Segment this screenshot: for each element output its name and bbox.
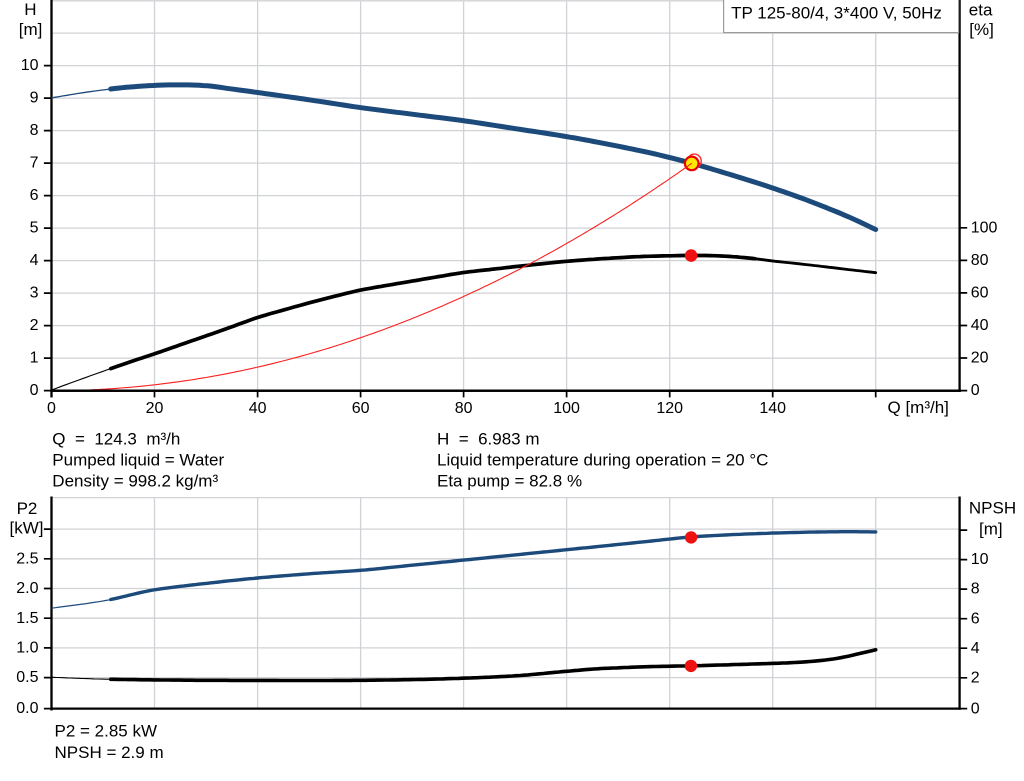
svg-text:80: 80 [971,252,989,269]
svg-text:0.5: 0.5 [16,669,38,686]
svg-text:NPSH = 2.9 m: NPSH = 2.9 m [55,743,164,762]
svg-text:Q [m³/h]: Q [m³/h] [888,398,949,417]
svg-text:10: 10 [971,551,989,568]
svg-text:5: 5 [30,220,39,237]
svg-text:P2 = 2.85 kW: P2 = 2.85 kW [55,722,158,741]
svg-text:0: 0 [971,382,980,399]
svg-text:100: 100 [553,400,580,417]
svg-text:8: 8 [30,122,39,139]
svg-text:Pumped liquid = Water: Pumped liquid = Water [52,451,224,470]
svg-text:1.5: 1.5 [16,610,38,627]
svg-text:140: 140 [759,400,786,417]
svg-text:Liquid temperature during oper: Liquid temperature during operation = 20… [437,451,768,470]
svg-text:1: 1 [30,350,39,367]
svg-text:4: 4 [971,640,980,657]
svg-text:H: H [24,0,36,19]
svg-text:[kW]: [kW] [10,519,44,538]
svg-text:0: 0 [971,700,980,717]
svg-text:0: 0 [47,400,56,417]
svg-text:P2: P2 [17,499,38,518]
svg-text:Eta pump = 82.8 %: Eta pump = 82.8 % [437,472,582,491]
svg-text:120: 120 [656,400,683,417]
svg-text:TP 125-80/4, 3*400 V, 50Hz: TP 125-80/4, 3*400 V, 50Hz [731,3,942,22]
svg-text:1.0: 1.0 [16,640,38,657]
svg-text:7: 7 [30,155,39,172]
svg-text:10: 10 [21,57,39,74]
svg-text:40: 40 [249,400,267,417]
svg-text:NPSH: NPSH [969,499,1016,518]
svg-text:2: 2 [30,317,39,334]
svg-text:eta: eta [969,1,993,20]
svg-text:3: 3 [30,285,39,302]
svg-text:20: 20 [971,350,989,367]
svg-text:0.0: 0.0 [16,700,38,717]
svg-text:[m]: [m] [19,20,43,39]
svg-text:60: 60 [971,285,989,302]
svg-text:80: 80 [455,400,473,417]
svg-text:6: 6 [971,610,980,627]
svg-text:9: 9 [30,90,39,107]
svg-text:4: 4 [30,252,39,269]
svg-text:40: 40 [971,317,989,334]
svg-text:60: 60 [352,400,370,417]
svg-text:2.5: 2.5 [16,550,38,567]
svg-text:100: 100 [971,219,998,236]
svg-text:H = 6.983 m: H = 6.983 m [437,430,540,449]
svg-text:6: 6 [30,187,39,204]
svg-text:20: 20 [146,400,164,417]
svg-text:8: 8 [971,581,980,598]
svg-text:2: 2 [971,669,980,686]
svg-text:2.0: 2.0 [16,580,38,597]
svg-text:[m]: [m] [979,520,1003,539]
svg-text:[%]: [%] [969,20,994,39]
svg-text:0: 0 [30,382,39,399]
svg-text:Q = 124.3 m³/h: Q = 124.3 m³/h [52,430,180,449]
svg-text:Density = 998.2 kg/m³: Density = 998.2 kg/m³ [52,472,218,491]
